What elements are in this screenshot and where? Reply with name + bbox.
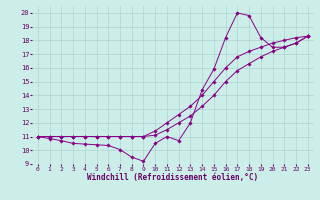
X-axis label: Windchill (Refroidissement éolien,°C): Windchill (Refroidissement éolien,°C): [87, 173, 258, 182]
